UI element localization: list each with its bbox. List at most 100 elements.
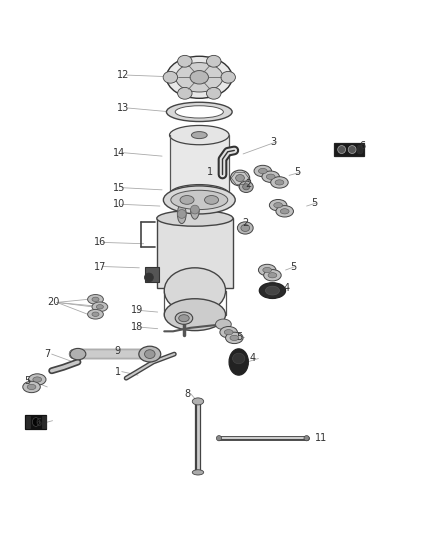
Ellipse shape — [191, 132, 207, 139]
Bar — [25, 415, 46, 429]
Ellipse shape — [23, 381, 40, 393]
Text: 19: 19 — [131, 305, 143, 316]
Bar — [26, 416, 30, 427]
Ellipse shape — [304, 435, 309, 441]
Ellipse shape — [175, 106, 223, 118]
Text: 2: 2 — [245, 179, 251, 189]
Ellipse shape — [224, 329, 233, 335]
Ellipse shape — [254, 165, 272, 177]
Bar — [334, 143, 364, 156]
Ellipse shape — [191, 200, 199, 219]
Ellipse shape — [166, 56, 232, 98]
Ellipse shape — [268, 273, 277, 278]
Bar — [42, 416, 46, 427]
Ellipse shape — [145, 350, 155, 359]
Ellipse shape — [170, 125, 229, 145]
Text: 4: 4 — [250, 353, 256, 364]
Text: 13: 13 — [117, 103, 130, 113]
Ellipse shape — [263, 268, 272, 273]
Ellipse shape — [338, 146, 346, 154]
Ellipse shape — [92, 312, 99, 317]
Ellipse shape — [180, 196, 194, 204]
Bar — [157, 219, 233, 288]
Ellipse shape — [258, 264, 276, 276]
Text: 1: 1 — [115, 367, 121, 377]
Text: 2: 2 — [242, 217, 248, 228]
Ellipse shape — [230, 335, 239, 341]
Ellipse shape — [96, 304, 103, 309]
Ellipse shape — [33, 377, 42, 382]
Ellipse shape — [191, 205, 199, 214]
Ellipse shape — [92, 302, 108, 312]
Text: 14: 14 — [113, 148, 125, 158]
Text: 10: 10 — [113, 199, 125, 209]
Ellipse shape — [280, 209, 289, 214]
Text: 5: 5 — [290, 262, 296, 271]
Text: 20: 20 — [47, 297, 60, 308]
Ellipse shape — [70, 349, 86, 360]
Ellipse shape — [171, 190, 228, 209]
Bar — [145, 266, 159, 282]
Ellipse shape — [145, 273, 153, 282]
Ellipse shape — [221, 71, 236, 83]
Ellipse shape — [164, 298, 226, 330]
Ellipse shape — [177, 209, 186, 219]
Ellipse shape — [88, 295, 103, 304]
Text: 6: 6 — [359, 141, 365, 151]
Ellipse shape — [264, 270, 281, 281]
Ellipse shape — [192, 398, 204, 405]
Ellipse shape — [177, 87, 192, 99]
Ellipse shape — [179, 314, 189, 322]
Ellipse shape — [269, 199, 287, 211]
Ellipse shape — [275, 180, 284, 185]
Ellipse shape — [88, 310, 103, 319]
Text: 9: 9 — [115, 346, 121, 356]
Ellipse shape — [92, 297, 99, 302]
Text: 18: 18 — [131, 322, 143, 332]
Text: 4: 4 — [284, 282, 290, 293]
Ellipse shape — [177, 204, 186, 223]
Ellipse shape — [27, 384, 36, 390]
Text: 1: 1 — [207, 167, 213, 177]
Ellipse shape — [175, 312, 193, 324]
Ellipse shape — [216, 435, 222, 441]
Ellipse shape — [274, 203, 283, 208]
Ellipse shape — [259, 282, 286, 298]
Ellipse shape — [239, 181, 253, 192]
Ellipse shape — [32, 418, 39, 426]
Ellipse shape — [176, 62, 223, 92]
Ellipse shape — [237, 222, 253, 234]
Ellipse shape — [215, 319, 231, 329]
Text: 5: 5 — [311, 198, 317, 208]
Ellipse shape — [163, 71, 178, 83]
Ellipse shape — [164, 268, 226, 313]
Text: 15: 15 — [113, 183, 125, 192]
Ellipse shape — [190, 70, 208, 84]
Ellipse shape — [271, 177, 288, 188]
Ellipse shape — [207, 87, 221, 99]
Text: 16: 16 — [94, 237, 106, 247]
Ellipse shape — [262, 171, 279, 182]
Text: 5: 5 — [24, 376, 30, 386]
Ellipse shape — [243, 184, 250, 190]
Text: 5: 5 — [294, 167, 300, 177]
Ellipse shape — [166, 102, 232, 122]
Ellipse shape — [157, 211, 233, 226]
Ellipse shape — [229, 349, 248, 375]
Ellipse shape — [220, 327, 237, 338]
Ellipse shape — [266, 174, 275, 179]
Ellipse shape — [236, 174, 244, 182]
Text: 8: 8 — [184, 389, 190, 399]
Ellipse shape — [163, 186, 235, 214]
Ellipse shape — [265, 286, 279, 295]
Text: 12: 12 — [117, 70, 130, 80]
Ellipse shape — [226, 332, 243, 344]
Ellipse shape — [139, 346, 161, 362]
Text: 3: 3 — [271, 136, 277, 147]
Text: 11: 11 — [315, 433, 328, 443]
Ellipse shape — [258, 168, 267, 174]
Ellipse shape — [192, 470, 204, 475]
Text: 7: 7 — [44, 349, 50, 359]
Ellipse shape — [207, 55, 221, 67]
Ellipse shape — [357, 145, 361, 154]
